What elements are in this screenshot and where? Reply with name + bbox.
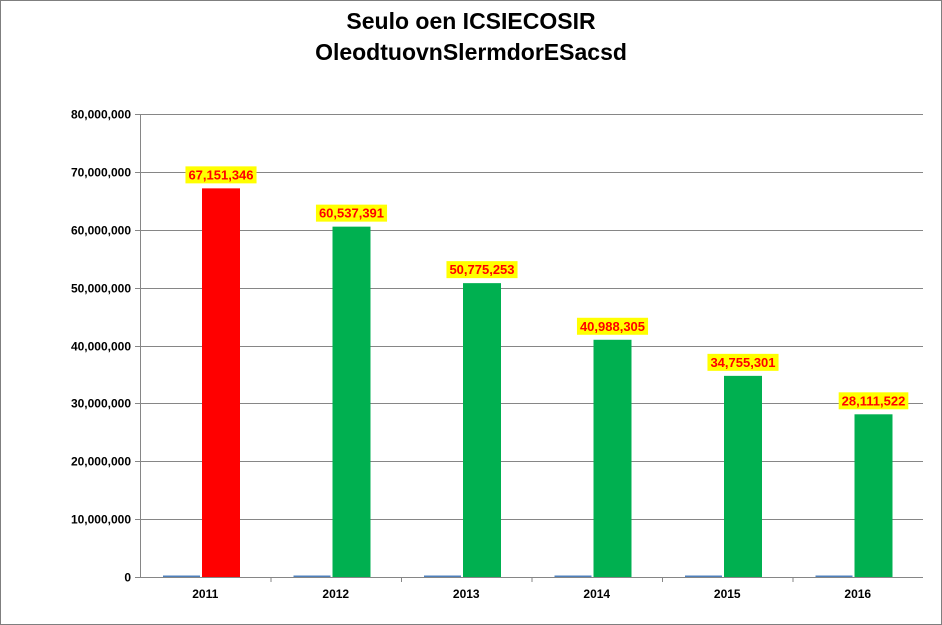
bar-2016	[854, 414, 893, 577]
y-tick-label: 80,000,000	[71, 108, 131, 122]
bar-2015	[724, 375, 762, 577]
y-tick-label: 40,000,000	[71, 340, 131, 354]
data-label-background	[446, 261, 518, 279]
bar-series1-2011	[163, 575, 200, 577]
chart-title-line-2: OleodtuovnSlermdorESacsd	[315, 39, 627, 65]
data-label-background	[707, 353, 779, 371]
x-tick-label: 2016	[844, 587, 871, 601]
x-tick-label: 2011	[192, 587, 218, 601]
data-label-2015: 34,755,301	[710, 355, 775, 370]
data-label-2016: 28,111,522	[842, 393, 906, 408]
data-label-background	[315, 204, 388, 222]
y-tick-label: 50,000,000	[71, 282, 131, 296]
data-label-background	[576, 317, 649, 335]
bar-2012	[332, 226, 371, 578]
bar-series1-2012	[293, 575, 331, 577]
data-label-background	[838, 392, 909, 410]
bar-series1-2014	[554, 575, 592, 577]
y-tick-label: 20,000,000	[71, 455, 131, 469]
x-tick-label: 2015	[714, 587, 741, 601]
bar-series1-2013	[424, 575, 461, 577]
chart-title: Seulo oen ICSIECOSIR OleodtuovnSlermdorE…	[0, 6, 942, 68]
chart-title-line-1: Seulo oen ICSIECOSIR	[346, 8, 596, 34]
bar-series1-2016	[815, 575, 853, 577]
x-tick-label: 2013	[453, 587, 480, 601]
data-label-2011: 67,151,346	[188, 167, 253, 182]
data-label-background	[185, 166, 257, 184]
y-tick-label: 30,000,000	[71, 397, 131, 411]
bar-2014	[593, 339, 632, 577]
y-tick-label: 70,000,000	[71, 166, 131, 180]
bar-series1-2015	[685, 575, 722, 577]
x-tick-label: 2014	[583, 587, 610, 601]
data-label-2012: 60,537,391	[319, 206, 384, 221]
y-tick-label: 60,000,000	[71, 224, 131, 238]
y-tick-label: 10,000,000	[71, 513, 131, 527]
y-tick-label: 0	[124, 571, 131, 585]
data-label-2014: 40,988,305	[580, 319, 645, 334]
bar-2011	[202, 188, 240, 578]
data-label-2013: 50,775,253	[449, 262, 514, 277]
x-tick-label: 2012	[322, 587, 349, 601]
bar-2013	[463, 283, 501, 577]
